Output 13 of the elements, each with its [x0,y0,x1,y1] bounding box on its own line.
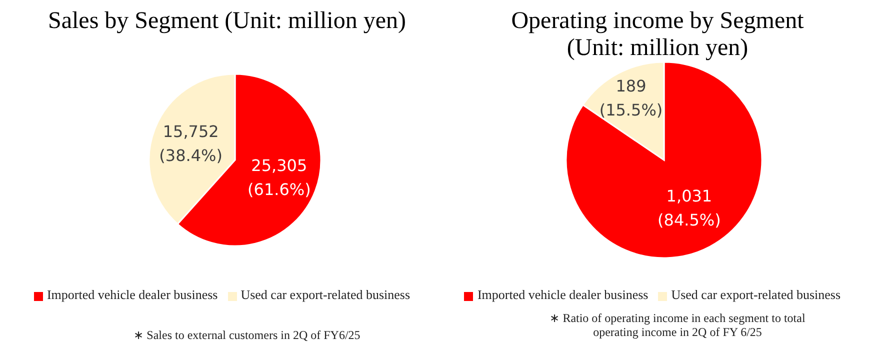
legend-label: Used car export-related business [671,287,841,302]
data-label: 1,031 (84.5%) [657,186,720,230]
data-label: 189 (15.5%) [598,76,662,120]
pie-slice [564,61,762,259]
text: ∗ Sales to external customers in 2Q of FY6/25 [132,328,362,342]
data-label: 25,305 (61.6%) [248,156,311,199]
legend-label: Imported vehicle dealer business [477,287,648,302]
legend-label: Imported vehicle dealer business [46,287,218,302]
chart-title: Sales by Segment (Unit: million yen) [47,8,407,35]
legend-label: Used car export-related business [240,287,410,302]
data-label: 15,752 (38.4%) [159,122,222,166]
chart-title: Operating income by Segment (Unit: million yen) [510,8,805,62]
text: ∗ Ratio of operating income in each segment to total operating income in 2Q of FY 6/25 [548,311,806,339]
